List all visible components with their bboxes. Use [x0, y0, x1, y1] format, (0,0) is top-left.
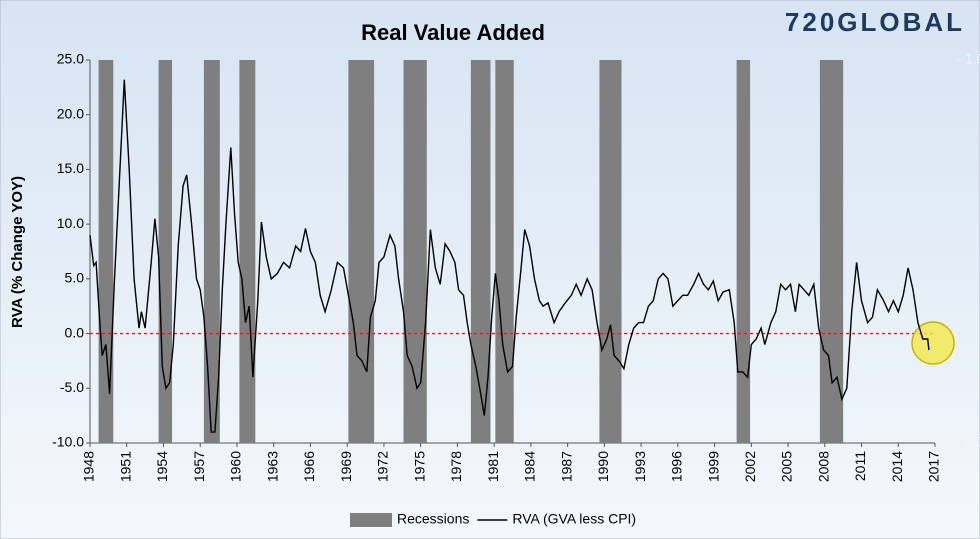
- x-tick-label: 1957: [191, 451, 207, 482]
- recession-bar: [599, 60, 622, 443]
- x-tick-label: 1948: [81, 451, 97, 482]
- x-tick-label: 1990: [595, 451, 611, 482]
- recession-bar: [470, 60, 491, 443]
- highlight-circle: [911, 321, 955, 365]
- recession-bar: [495, 60, 514, 443]
- x-tick-label: 1999: [705, 451, 721, 482]
- x-tick-label: 1978: [448, 451, 464, 482]
- y-tick-label: 0.0: [65, 324, 85, 340]
- x-tick-label: 2011: [852, 451, 868, 481]
- recession-bar: [736, 60, 751, 443]
- x-tick-label: 1993: [632, 451, 648, 482]
- x-tick-label: 1960: [228, 451, 244, 482]
- y2-tick-label: 0.0: [965, 434, 980, 450]
- recession-bar: [98, 60, 114, 443]
- y2-tick-label: 1.0: [965, 51, 980, 67]
- x-tick-label: 2005: [779, 451, 795, 482]
- x-tick-label: 1954: [154, 451, 170, 482]
- recession-bar: [819, 60, 844, 443]
- y-tick-label: 25.0: [57, 51, 84, 67]
- y-tick-label: -10.0: [52, 434, 84, 450]
- x-tick-label: 1972: [375, 451, 391, 482]
- chart-title: Real Value Added: [361, 20, 545, 45]
- y-tick-label: -5.0: [60, 379, 84, 395]
- legend-swatch: [350, 513, 392, 527]
- x-tick-label: 1966: [301, 451, 317, 482]
- y-tick-label: 5.0: [65, 270, 85, 286]
- plot-area: -10.0 -5.0 0.0 5.0 10.0 15.0 20.0 25.0 0.0 1.0 194…: [52, 51, 980, 482]
- x-tick-label: 1969: [338, 451, 354, 482]
- logo: 720GLOBAL: [785, 7, 965, 37]
- overlay: Recessions RVA (GVA less CPI): [89, 79, 930, 527]
- x-tick-label: 2002: [742, 451, 758, 482]
- recession-bar: [403, 60, 427, 443]
- y-axis-label: RVA (% Change YOY): [9, 176, 26, 328]
- x-tick-label: 1951: [117, 451, 133, 482]
- x-tick-label: 1981: [485, 451, 501, 482]
- x-tick-label: 2008: [815, 451, 831, 482]
- x-tick-label: 1996: [669, 451, 685, 482]
- y-tick-label: 10.0: [57, 215, 84, 231]
- recession-bar: [348, 60, 375, 443]
- rva-line: [89, 79, 930, 433]
- x-tick-label: 2014: [889, 451, 905, 482]
- x-tick-label: 1963: [264, 451, 280, 482]
- legend-label: Recessions: [397, 511, 469, 527]
- y-tick-label: 15.0: [57, 160, 84, 176]
- x-tick-label: 1975: [411, 451, 427, 482]
- x-tick-label: 1984: [522, 451, 538, 482]
- x-tick-label: 2017: [926, 451, 942, 482]
- y-tick-label: 20.0: [57, 105, 84, 121]
- legend-label: RVA (GVA less CPI): [512, 511, 636, 527]
- x-tick-label: 1987: [558, 451, 574, 482]
- recession-bar: [239, 60, 256, 443]
- recession-bar: [203, 60, 220, 443]
